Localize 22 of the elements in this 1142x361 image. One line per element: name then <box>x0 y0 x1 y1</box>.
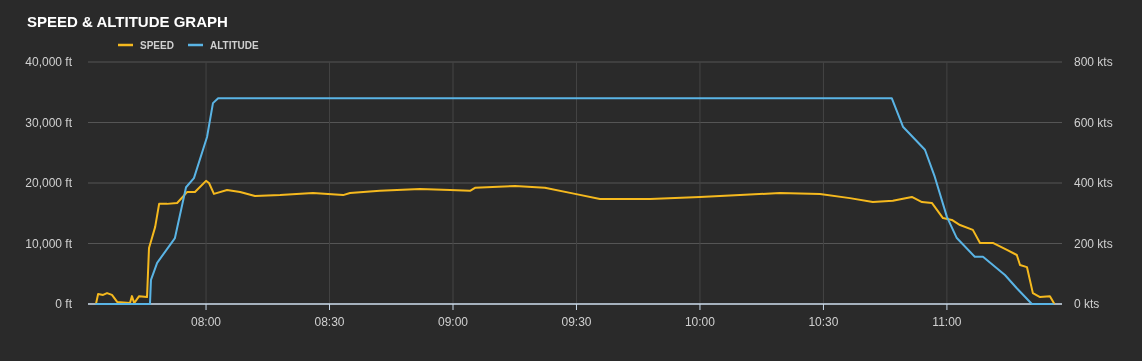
x-tick-label: 09:00 <box>437 315 469 329</box>
y2-tick-label: 0 kts <box>1074 297 1100 311</box>
y-tick-label: 30,000 ft <box>25 115 73 130</box>
x-tick-label: 08:30 <box>314 315 345 329</box>
line-series <box>95 97 1054 305</box>
y-tick-label: 20,000 ft <box>25 176 73 190</box>
legend-label: SPEED <box>140 40 174 51</box>
legend-label: ALTITUDE <box>210 40 260 51</box>
x-tick-label: 10:00 <box>684 315 716 329</box>
x-tick-label: 11:00 <box>932 315 962 329</box>
line-series <box>95 179 1055 305</box>
y2-tick-label: 400 kts <box>1074 176 1113 190</box>
y-tick-label: 0 ft <box>55 297 73 311</box>
chart-title: SPEED & ALTITUDE GRAPH <box>27 13 228 30</box>
x-tick-label: 09:30 <box>561 315 592 329</box>
x-tick-label: 08:00 <box>191 315 222 329</box>
x-tick-label: 10:30 <box>808 315 839 329</box>
y2-tick-label: 600 kts <box>1074 115 1113 130</box>
y2-tick-label: 800 kts <box>1074 55 1113 69</box>
y-tick-label: 40,000 ft <box>25 55 73 69</box>
y2-tick-label: 200 kts <box>1074 236 1113 251</box>
y-tick-label: 10,000 ft <box>25 236 73 251</box>
